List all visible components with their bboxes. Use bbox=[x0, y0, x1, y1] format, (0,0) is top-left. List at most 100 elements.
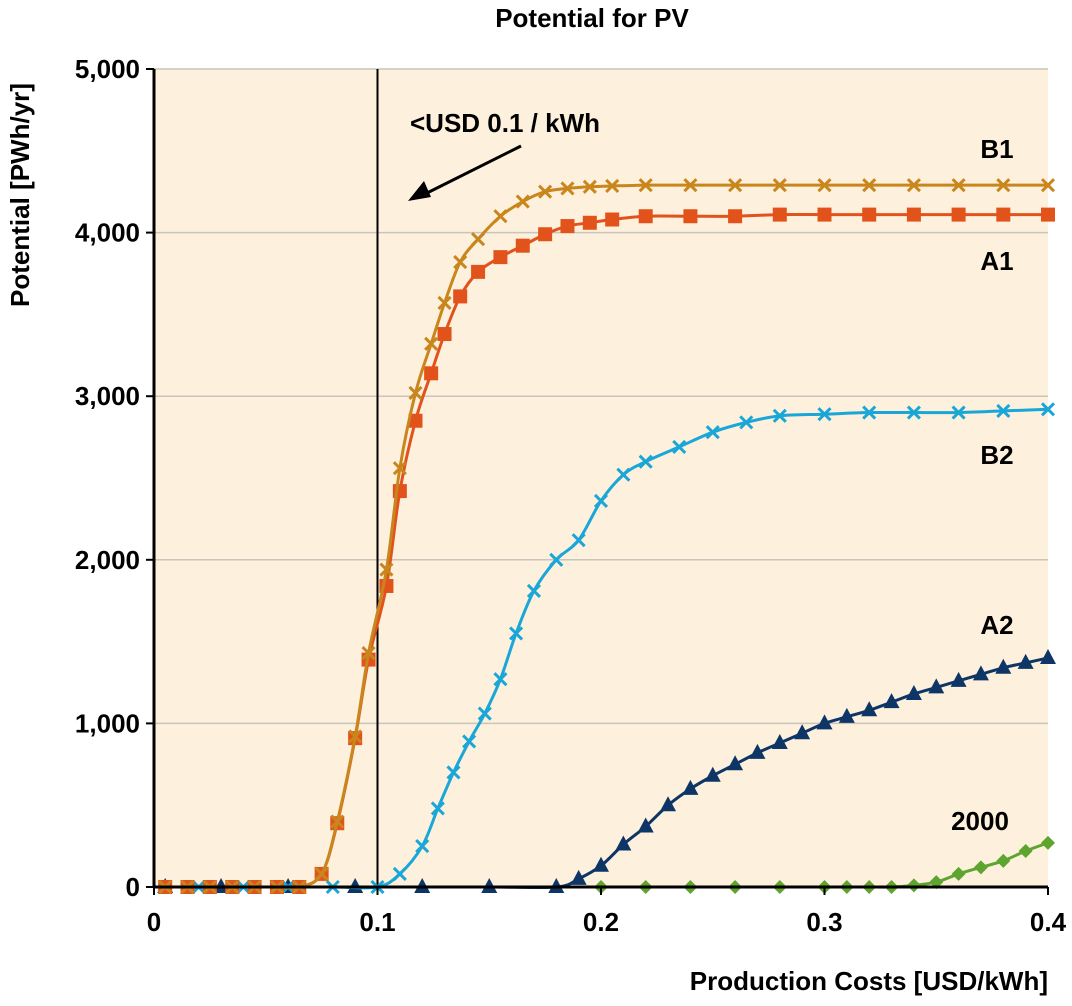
data-point bbox=[379, 562, 394, 577]
data-point bbox=[817, 178, 832, 193]
data-point bbox=[996, 207, 1011, 222]
data-point bbox=[817, 407, 832, 422]
y-tick-label: 3,000 bbox=[75, 381, 140, 411]
data-point bbox=[772, 207, 787, 222]
data-point bbox=[771, 734, 788, 750]
data-point bbox=[906, 405, 921, 420]
data-point bbox=[794, 724, 811, 740]
series-label-2000: 2000 bbox=[951, 806, 1009, 836]
data-point bbox=[672, 439, 687, 454]
data-point bbox=[772, 178, 787, 193]
plot-background bbox=[154, 69, 1048, 887]
data-point bbox=[570, 869, 587, 885]
series-label-a2: A2 bbox=[980, 610, 1013, 640]
data-point bbox=[560, 181, 575, 196]
data-point bbox=[862, 207, 877, 222]
data-point bbox=[509, 626, 524, 641]
annotation-arrow-shaft bbox=[424, 144, 522, 196]
data-point bbox=[515, 238, 530, 253]
x-tick-label: 0 bbox=[147, 907, 161, 937]
data-point bbox=[816, 714, 833, 730]
data-point bbox=[430, 801, 445, 816]
data-point bbox=[471, 264, 486, 279]
data-point bbox=[471, 232, 486, 247]
data-point bbox=[817, 207, 832, 222]
x-tick-label: 0.2 bbox=[583, 907, 619, 937]
series-label-b1: B1 bbox=[980, 134, 1013, 164]
annotation-arrowhead bbox=[408, 181, 431, 201]
y-tick-label: 5,000 bbox=[75, 54, 140, 84]
data-point bbox=[862, 178, 877, 193]
data-point bbox=[571, 533, 586, 548]
data-point bbox=[1017, 653, 1034, 669]
y-tick-label: 2,000 bbox=[75, 545, 140, 575]
data-point bbox=[348, 729, 363, 744]
x-axis-title: Production Costs [USD/kWh] bbox=[690, 966, 1048, 996]
y-axis-title: Potential [PWh/yr] bbox=[5, 83, 35, 307]
data-point bbox=[538, 227, 553, 242]
data-point bbox=[477, 706, 492, 721]
data-point bbox=[951, 178, 966, 193]
data-point bbox=[453, 254, 468, 270]
data-point bbox=[638, 178, 653, 193]
data-point bbox=[950, 671, 967, 687]
data-point bbox=[727, 755, 744, 771]
data-point bbox=[996, 178, 1011, 193]
data-point bbox=[538, 184, 553, 199]
data-point bbox=[883, 693, 900, 709]
data-point bbox=[605, 178, 620, 194]
data-point bbox=[582, 179, 597, 194]
data-point bbox=[616, 467, 631, 482]
data-point bbox=[1041, 835, 1055, 850]
data-point bbox=[408, 385, 423, 400]
data-point bbox=[462, 734, 477, 749]
data-point bbox=[1041, 207, 1055, 222]
data-point bbox=[582, 215, 597, 230]
data-point bbox=[728, 178, 743, 193]
data-point bbox=[593, 493, 609, 508]
data-point bbox=[560, 219, 575, 234]
data-point bbox=[705, 425, 720, 440]
data-point bbox=[493, 209, 508, 224]
data-point bbox=[515, 194, 530, 209]
data-point bbox=[973, 860, 988, 875]
x-tick-label: 0.1 bbox=[359, 907, 395, 937]
data-point bbox=[928, 678, 945, 694]
data-point bbox=[906, 207, 921, 222]
data-point bbox=[437, 327, 452, 342]
y-tick-label: 1,000 bbox=[75, 708, 140, 738]
data-point bbox=[996, 403, 1011, 418]
data-point bbox=[415, 839, 430, 854]
data-point bbox=[361, 645, 376, 661]
data-point bbox=[683, 209, 698, 224]
data-point bbox=[862, 405, 877, 420]
data-point bbox=[330, 814, 345, 829]
data-point bbox=[951, 866, 966, 881]
data-point bbox=[593, 856, 609, 872]
data-point bbox=[424, 366, 439, 381]
y-tick-label: 4,000 bbox=[75, 218, 140, 248]
data-point bbox=[392, 461, 407, 476]
data-point bbox=[1040, 178, 1056, 193]
data-point bbox=[605, 212, 620, 227]
data-point bbox=[549, 552, 564, 567]
data-point bbox=[1040, 648, 1056, 664]
data-point bbox=[905, 684, 922, 700]
data-point bbox=[526, 583, 542, 598]
data-point bbox=[638, 454, 653, 469]
series-label-b2: B2 bbox=[980, 440, 1013, 470]
data-point bbox=[1040, 402, 1056, 417]
x-tick-label: 0.4 bbox=[1030, 907, 1067, 937]
data-point bbox=[446, 765, 461, 780]
data-point bbox=[749, 743, 766, 759]
data-point bbox=[437, 295, 452, 311]
annotation-label: <USD 0.1 / kWh bbox=[410, 108, 600, 138]
y-tick-label: 0 bbox=[126, 872, 140, 902]
data-point bbox=[637, 817, 654, 833]
data-point bbox=[704, 766, 721, 782]
data-point bbox=[314, 866, 329, 881]
data-point bbox=[683, 178, 698, 193]
data-point bbox=[739, 415, 754, 430]
